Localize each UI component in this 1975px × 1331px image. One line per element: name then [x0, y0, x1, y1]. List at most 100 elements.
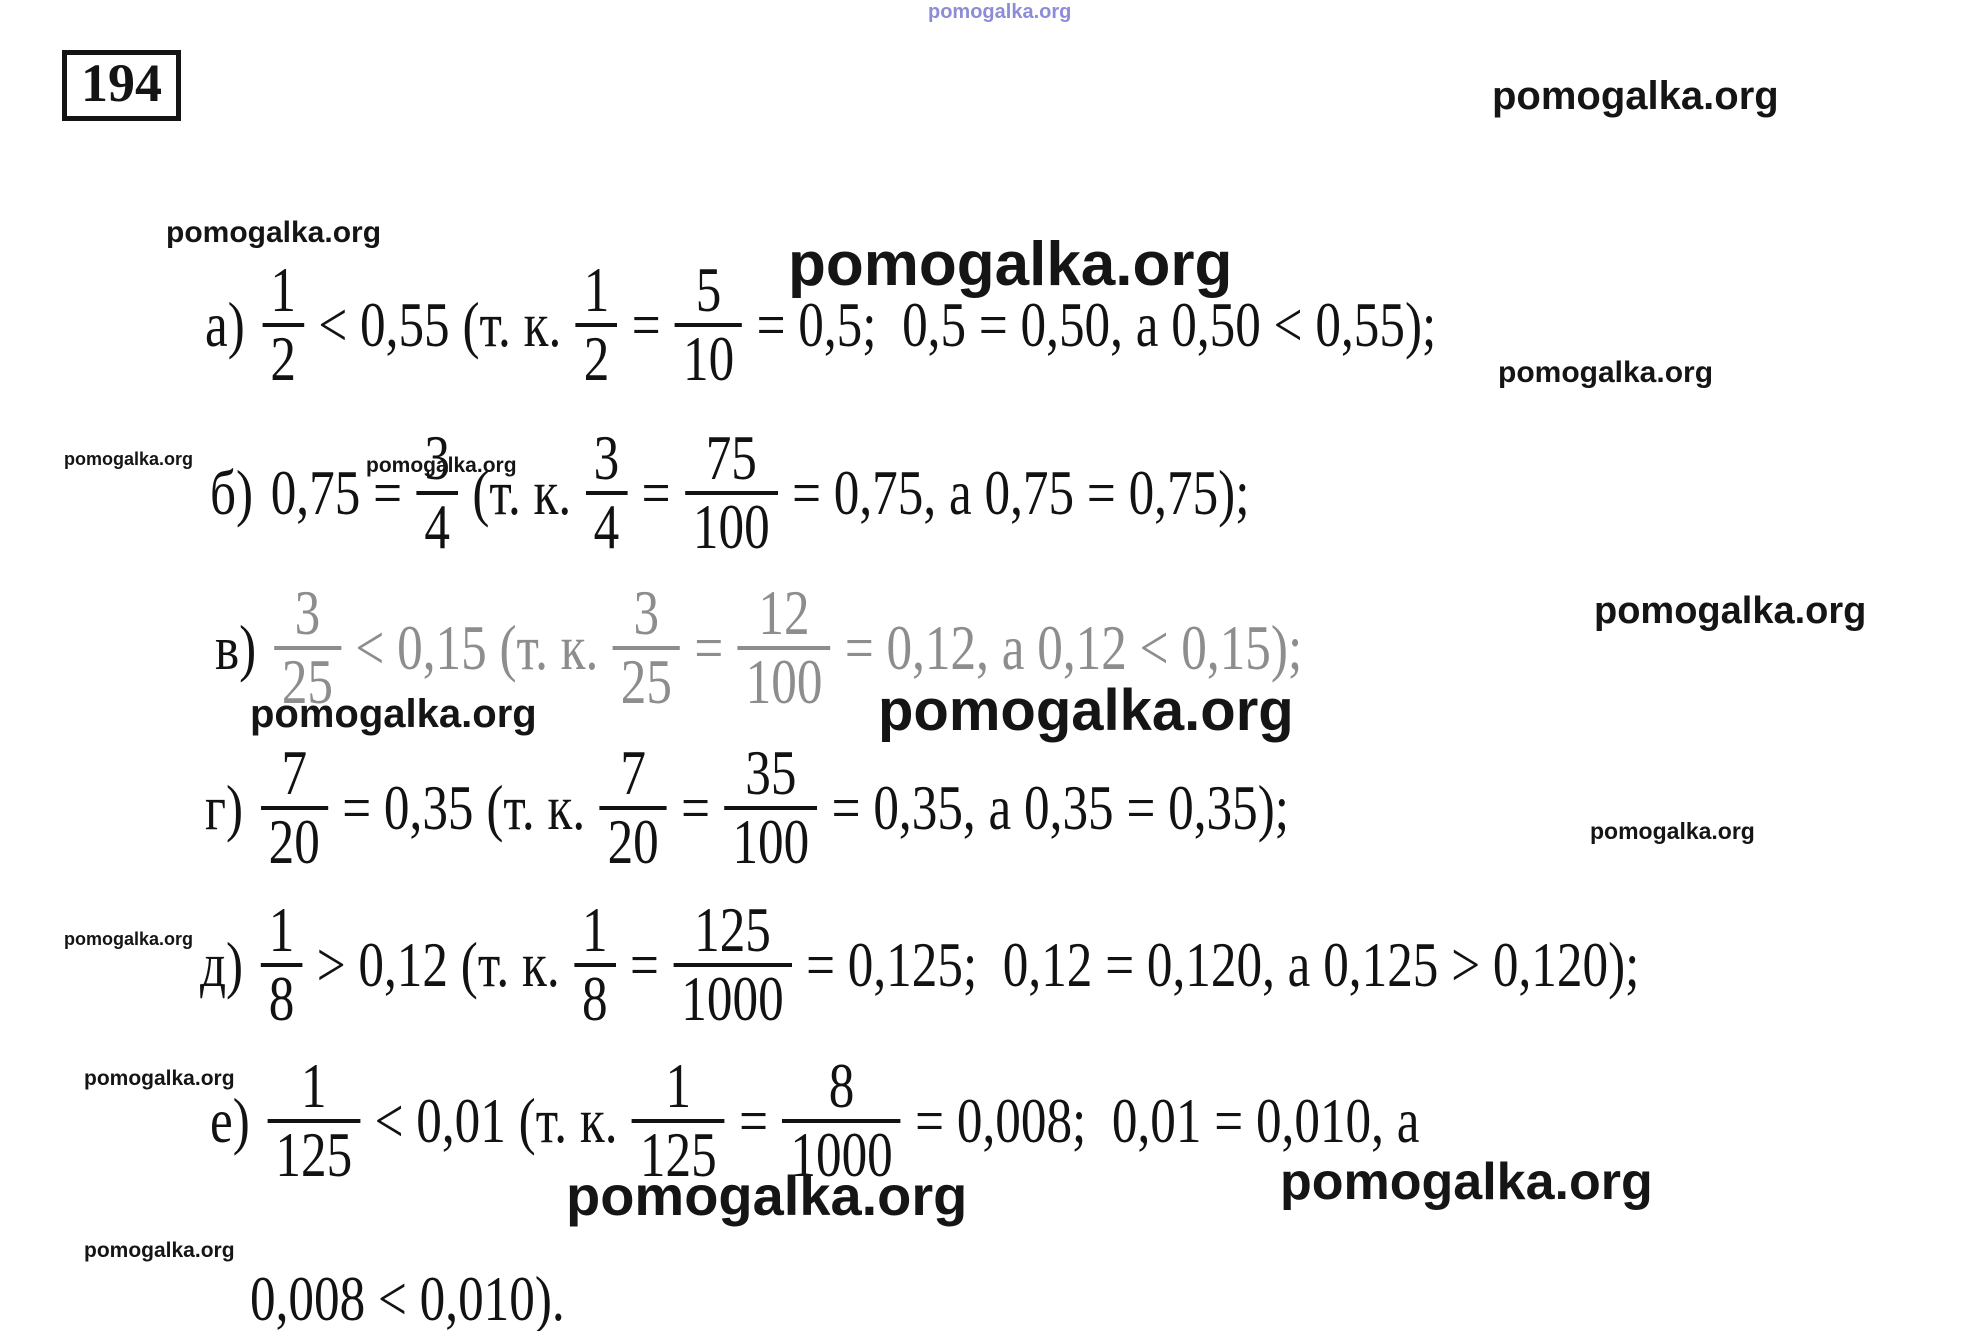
- fraction: 1 125: [267, 1050, 361, 1186]
- fraction-denominator: 125: [631, 1118, 725, 1186]
- math-text: =: [681, 771, 711, 843]
- solution-line-end: 0,008 < 0,010).: [250, 1262, 565, 1331]
- solution-line-g: г) 7 20 = 0,35 (т. к. 7 20 = 35 100 = 0,35, а 0,3…: [205, 737, 1289, 874]
- fraction-numerator: 7: [620, 737, 646, 808]
- math-text: > 0,12 (т. к.: [316, 928, 560, 1000]
- fraction-numerator: 8: [828, 1050, 855, 1121]
- fraction-denominator: 100: [684, 490, 778, 558]
- fraction-denominator: 1000: [782, 1118, 901, 1186]
- fraction-denominator: 10: [674, 322, 743, 390]
- line-label-d: д): [200, 928, 244, 1000]
- fraction-denominator: 100: [737, 645, 831, 713]
- watermark-text: pomogalka.org: [566, 1164, 968, 1227]
- math-text: < 0,55 (т. к.: [318, 288, 562, 360]
- fraction-numerator: 1: [665, 1050, 692, 1121]
- watermark-text: pomogalka.org: [1492, 74, 1779, 118]
- fraction-numerator: 75: [705, 422, 757, 493]
- watermark-text: pomogalka.org: [1590, 818, 1755, 844]
- fraction: 8 1000: [782, 1050, 901, 1186]
- fraction-denominator: 100: [724, 805, 818, 873]
- watermark-text: pomogalka.org: [1594, 590, 1867, 632]
- fraction-numerator: 1: [270, 254, 296, 325]
- fraction-denominator: 25: [612, 645, 680, 713]
- watermark-text: pomogalka.org: [84, 1239, 235, 1262]
- math-text: =: [739, 1084, 768, 1156]
- math-text: = 0,008; 0,01 = 0,010, а: [915, 1084, 1420, 1156]
- fraction-numerator: 1: [300, 1050, 327, 1121]
- fraction-numerator: 3: [593, 422, 620, 493]
- fraction-numerator: 35: [745, 737, 797, 808]
- fraction-denominator: 2: [575, 322, 618, 390]
- solution-line-a: а) 1 2 < 0,55 (т. к. 1 2 = 5 10 = 0,5; 0,5 = 0,50…: [205, 254, 1437, 391]
- fraction: 7 20: [260, 737, 328, 873]
- fraction: 35 100: [724, 737, 818, 873]
- watermark-text: pomogalka.org: [166, 216, 382, 249]
- fraction-denominator: 20: [260, 805, 328, 873]
- solution-line-v: в) 3 25 < 0,15 (т. к. 3 25 = 12 100 = 0,12, а 0,1…: [215, 577, 1303, 714]
- fraction-denominator: 25: [273, 645, 342, 713]
- watermark-text: pomogalka.org: [1498, 356, 1714, 389]
- fraction-denominator: 4: [585, 490, 628, 558]
- watermark-text: pomogalka.org: [64, 929, 194, 949]
- math-text: 0,75 =: [270, 456, 402, 528]
- watermark-text: pomogalka.org: [1280, 1153, 1653, 1211]
- math-text: =: [641, 456, 671, 528]
- solution-line-b: б) 0,75 = 3 4 (т. к. 3 4 = 75 100 = 0,75, а 0,75 =…: [210, 422, 1250, 559]
- fraction: 125 1000: [673, 898, 792, 1030]
- fraction-numerator: 3: [633, 577, 660, 648]
- fraction-denominator: 8: [260, 962, 303, 1030]
- watermark-text: pomogalka.org: [928, 1, 1072, 23]
- fraction: 12 100: [737, 577, 831, 713]
- fraction: 5 10: [674, 258, 743, 390]
- problem-number: 194: [81, 53, 162, 113]
- math-text: = 0,75, а 0,75 = 0,75);: [792, 456, 1250, 528]
- math-text: =: [631, 288, 661, 360]
- fraction-denominator: 125: [267, 1118, 361, 1186]
- watermark-text: pomogalka.org: [250, 692, 537, 736]
- fraction: 1 125: [631, 1050, 725, 1186]
- solution-line-e: е) 1 125 < 0,01 (т. к. 1 125 = 8 1000 = 0,008; 0,…: [210, 1050, 1420, 1187]
- math-text: 0,008 < 0,010).: [250, 1263, 565, 1331]
- fraction-numerator: 7: [281, 737, 308, 808]
- math-text: (т. к.: [472, 456, 572, 528]
- line-label-b: б): [210, 456, 254, 528]
- math-text: = 0,5; 0,5 = 0,50, а 0,50 < 0,55);: [756, 288, 1437, 360]
- math-text: =: [694, 611, 724, 683]
- fraction-denominator: 20: [599, 805, 667, 873]
- fraction-numerator: 1: [583, 254, 610, 325]
- math-text: = 0,125; 0,12 = 0,120, а 0,125 > 0,120);: [806, 928, 1640, 1000]
- fraction-numerator: 3: [424, 422, 450, 493]
- math-text: = 0,35, а 0,35 = 0,35);: [831, 771, 1289, 843]
- fraction: 7 20: [599, 737, 667, 873]
- solution-line-d: д) 1 8 > 0,12 (т. к. 1 8 = 125 1000 = 0,125; 0,12…: [200, 894, 1640, 1031]
- fraction-numerator: 12: [758, 577, 810, 648]
- math-text: = 0,35 (т. к.: [342, 771, 586, 843]
- math-text: = 0,12, а 0,12 < 0,15);: [844, 611, 1303, 683]
- line-label-v: в): [215, 611, 257, 683]
- problem-number-badge: 194: [62, 50, 181, 121]
- line-label-e: е): [210, 1084, 250, 1156]
- fraction-numerator: 1: [268, 894, 295, 965]
- math-text: < 0,15 (т. к.: [355, 611, 599, 683]
- fraction: 3 25: [612, 577, 680, 713]
- line-label-g: г): [205, 771, 244, 843]
- fraction-denominator: 8: [574, 962, 616, 1030]
- fraction-denominator: 4: [416, 490, 458, 558]
- fraction: 3 25: [273, 577, 342, 713]
- watermark-text: pomogalka.org: [366, 454, 517, 477]
- watermark-text: pomogalka.org: [64, 449, 194, 469]
- watermark-text: pomogalka.org: [788, 230, 1233, 299]
- fraction-denominator: 2: [262, 322, 304, 390]
- fraction-numerator: 1: [582, 894, 608, 965]
- fraction-numerator: 3: [294, 577, 321, 648]
- watermark-text: pomogalka.org: [878, 678, 1294, 743]
- fraction: 75 100: [684, 422, 778, 558]
- math-text: < 0,01 (т. к.: [374, 1084, 618, 1156]
